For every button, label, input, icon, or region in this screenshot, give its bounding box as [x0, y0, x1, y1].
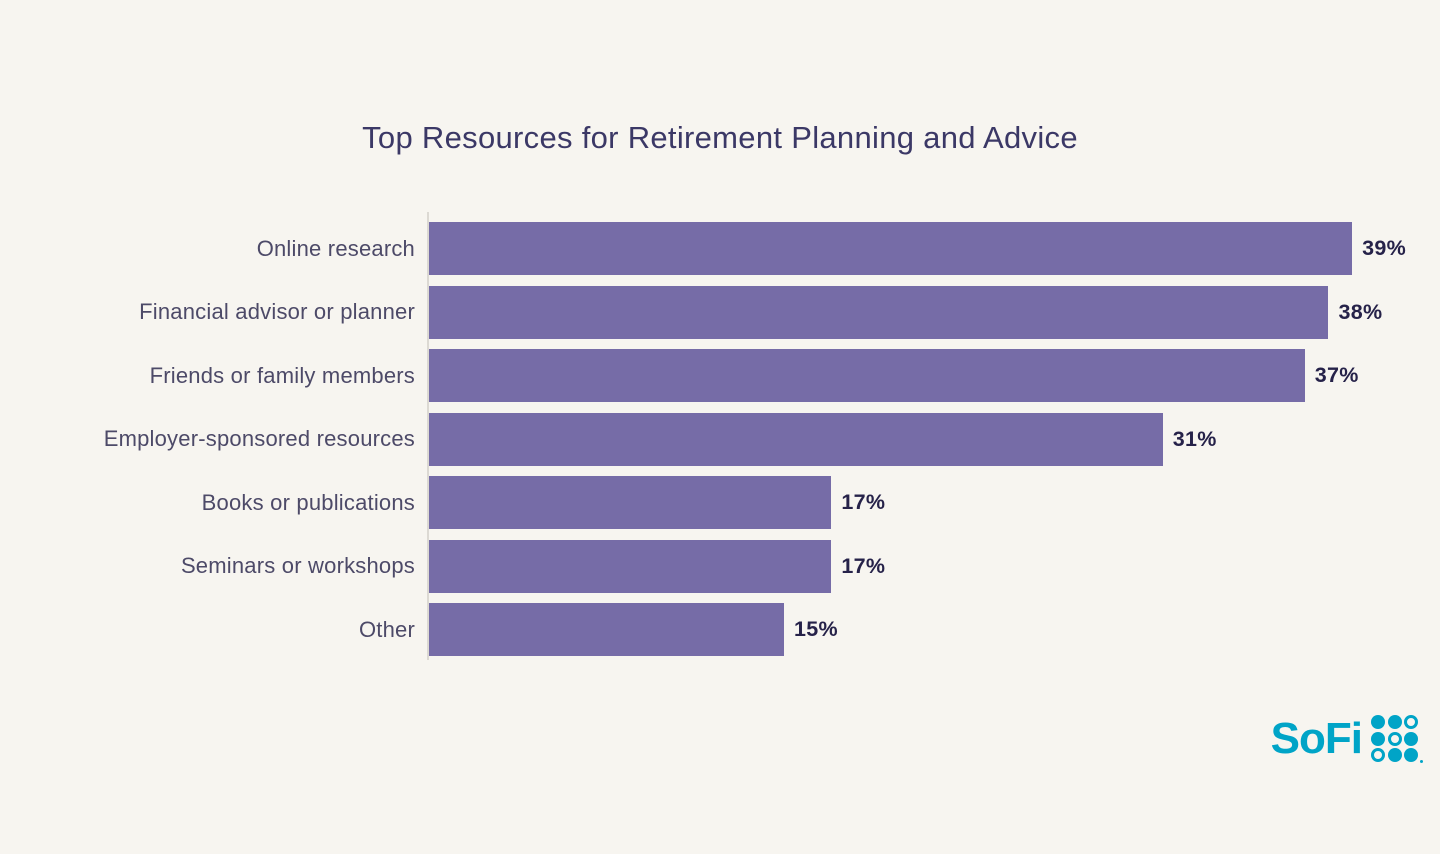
sofi-logo-text: SoFi: [1270, 713, 1363, 763]
category-label: Financial advisor or planner: [139, 299, 415, 325]
sofi-logo: SoFi: [1270, 713, 1423, 763]
bar: [429, 539, 832, 593]
filled-dot-icon: [1371, 715, 1385, 729]
filled-dot-icon: [1404, 748, 1418, 762]
sofi-dot-grid-icon: [1371, 715, 1423, 763]
value-label: 37%: [1314, 363, 1359, 388]
category-label: Online research: [256, 235, 415, 261]
bar: [429, 349, 1305, 403]
filled-dot-icon: [1371, 731, 1385, 746]
value-label: 15%: [794, 617, 838, 642]
chart-row: Seminars or workshops 17%: [0, 535, 1440, 599]
value-label: 38%: [1338, 299, 1383, 324]
outline-dot-icon: [1404, 715, 1418, 729]
value-label: 39%: [1362, 236, 1407, 261]
category-label: Seminars or workshops: [180, 553, 415, 579]
filled-dot-icon: [1387, 748, 1402, 762]
bar: [429, 412, 1163, 466]
chart-row: Employer-sponsored resources 31%: [0, 408, 1440, 472]
bar: [429, 476, 832, 530]
chart-row: Books or publications 17%: [0, 471, 1440, 535]
value-label: 17%: [841, 553, 886, 578]
outline-dot-icon: [1387, 731, 1402, 746]
chart-row: Other 15%: [0, 598, 1440, 662]
category-label: Employer-sponsored resources: [103, 426, 415, 452]
bar: [429, 222, 1353, 276]
value-label: 31%: [1172, 426, 1217, 451]
filled-dot-icon: [1404, 731, 1418, 746]
chart-row: Financial advisor or planner 38%: [0, 281, 1440, 345]
outline-dot-icon: [1371, 748, 1385, 762]
chart-title: Top Resources for Retirement Planning an…: [362, 120, 1078, 155]
category-label: Other: [358, 616, 415, 642]
trademark-dot-icon: [1420, 760, 1423, 763]
category-label: Books or publications: [201, 489, 415, 515]
chart-row: Friends or family members 37%: [0, 344, 1440, 408]
y-axis-line: [427, 212, 429, 660]
filled-dot-icon: [1387, 715, 1402, 729]
bar: [429, 603, 785, 657]
chart-row: Online research 39%: [0, 217, 1440, 281]
bar: [429, 285, 1329, 339]
bar-chart: Online research 39% Financial advisor or p…: [0, 217, 1440, 662]
value-label: 17%: [841, 490, 886, 515]
category-label: Friends or family members: [149, 362, 415, 388]
